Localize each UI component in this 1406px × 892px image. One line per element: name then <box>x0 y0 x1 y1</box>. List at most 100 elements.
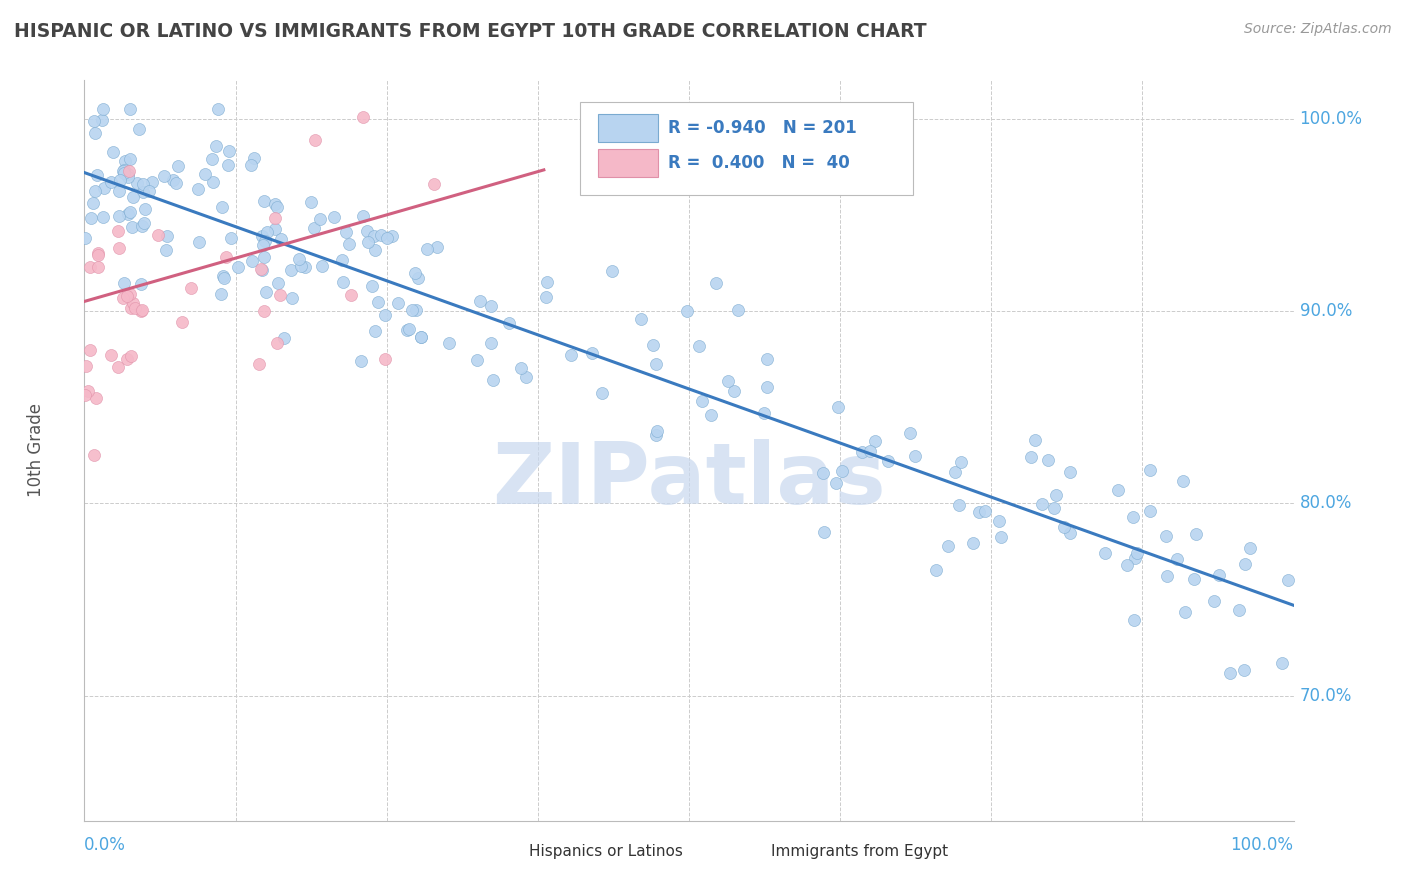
Text: 10th Grade: 10th Grade <box>27 403 45 498</box>
Text: 90.0%: 90.0% <box>1299 302 1353 320</box>
Point <box>1154 529 1177 543</box>
Point <box>1038 453 1060 467</box>
Point <box>250 263 273 277</box>
Point <box>129 277 152 292</box>
Point <box>226 260 249 274</box>
Point <box>118 152 141 166</box>
Point <box>825 475 848 490</box>
Point <box>240 158 263 172</box>
Point <box>948 498 970 512</box>
Point <box>280 263 302 277</box>
Point <box>299 195 322 210</box>
Point <box>363 229 385 244</box>
FancyBboxPatch shape <box>581 103 912 195</box>
Point <box>83 127 105 141</box>
Point <box>107 360 129 375</box>
Point <box>211 200 233 214</box>
Point <box>194 167 217 181</box>
Point <box>704 277 727 291</box>
Point <box>831 464 853 478</box>
Point <box>1123 550 1146 565</box>
Point <box>630 312 652 326</box>
Point <box>131 303 153 318</box>
Point <box>370 227 392 242</box>
Point <box>120 287 142 301</box>
Point <box>114 153 136 168</box>
Point <box>675 304 697 318</box>
Text: 80.0%: 80.0% <box>1299 494 1353 512</box>
Point <box>381 229 404 244</box>
Point <box>121 296 143 310</box>
Point <box>401 303 423 318</box>
Point <box>600 264 623 278</box>
Point <box>215 250 238 264</box>
Point <box>131 302 153 317</box>
Point <box>322 210 344 224</box>
Point <box>269 288 291 302</box>
Point <box>904 449 927 463</box>
Point <box>120 349 142 363</box>
Point <box>100 348 122 362</box>
Point <box>1271 656 1294 670</box>
Point <box>243 151 266 165</box>
Point <box>111 292 134 306</box>
Point <box>187 182 209 196</box>
Point <box>337 237 360 252</box>
Text: 0.0%: 0.0% <box>84 836 127 854</box>
Point <box>267 277 290 291</box>
Point <box>1219 665 1241 680</box>
Point <box>83 448 105 462</box>
Point <box>165 176 187 190</box>
Point <box>411 330 433 344</box>
Point <box>254 234 277 248</box>
Point <box>201 153 224 167</box>
Point <box>218 144 240 158</box>
Text: R =  0.400   N =  40: R = 0.400 N = 40 <box>668 154 851 172</box>
Point <box>700 408 723 422</box>
Point <box>591 386 613 401</box>
Point <box>356 224 378 238</box>
Point <box>962 536 984 550</box>
Point <box>155 229 177 244</box>
Point <box>264 211 287 225</box>
Point <box>353 110 375 124</box>
Point <box>1107 483 1129 498</box>
Point <box>755 380 778 394</box>
Point <box>361 278 384 293</box>
Point <box>131 219 153 234</box>
Text: Hispanics or Latinos: Hispanics or Latinos <box>529 844 683 859</box>
Point <box>1059 465 1081 479</box>
Point <box>422 178 444 192</box>
Point <box>645 424 668 438</box>
Point <box>205 139 228 153</box>
Point <box>988 514 1011 528</box>
Point <box>170 315 193 329</box>
Point <box>80 211 103 225</box>
Point <box>100 175 122 189</box>
Point <box>250 229 273 244</box>
Point <box>377 230 399 244</box>
Point <box>117 352 139 367</box>
Point <box>1024 434 1046 448</box>
Point <box>124 301 146 316</box>
Point <box>253 194 276 208</box>
Point <box>1156 568 1178 582</box>
Point <box>131 185 153 199</box>
Point <box>898 426 921 441</box>
Point <box>93 211 115 225</box>
Point <box>827 400 849 414</box>
Point <box>101 145 124 160</box>
Point <box>352 209 374 223</box>
Point <box>851 445 873 459</box>
Point <box>1042 501 1064 516</box>
Point <box>332 275 354 289</box>
Point <box>311 259 333 273</box>
Point <box>1094 546 1116 560</box>
Text: HISPANIC OR LATINO VS IMMIGRANTS FROM EGYPT 10TH GRADE CORRELATION CHART: HISPANIC OR LATINO VS IMMIGRANTS FROM EG… <box>14 22 927 41</box>
Point <box>468 293 491 308</box>
Point <box>949 454 972 468</box>
Point <box>86 245 108 260</box>
Point <box>755 351 778 366</box>
Point <box>330 252 353 267</box>
Point <box>91 102 114 116</box>
